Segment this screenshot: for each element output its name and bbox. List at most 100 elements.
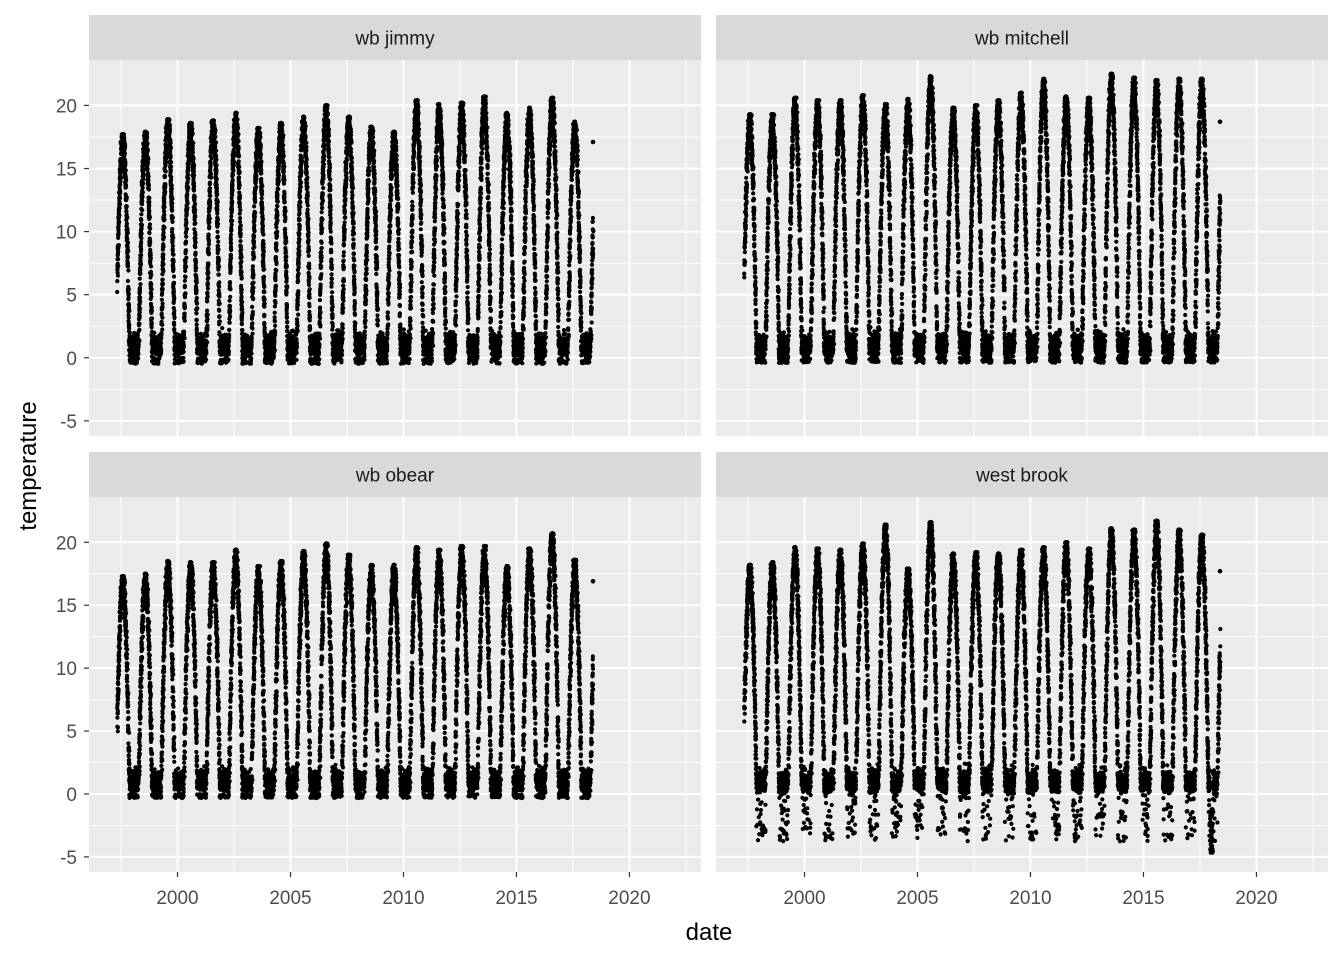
data-point (227, 298, 232, 303)
data-point (254, 176, 259, 181)
data-point (282, 194, 287, 200)
data-point (305, 185, 310, 190)
data-point (205, 312, 210, 317)
data-point (249, 351, 254, 356)
data-point (168, 149, 173, 155)
data-point (172, 314, 177, 319)
data-point (122, 150, 127, 155)
data-point (158, 341, 164, 346)
data-point (329, 266, 334, 271)
data-point (126, 292, 131, 297)
data-point (295, 300, 300, 305)
data-point (214, 163, 219, 168)
data-point (272, 319, 277, 324)
data-point (261, 245, 266, 250)
data-point (170, 215, 175, 220)
data-point (327, 165, 333, 170)
data-point (306, 253, 311, 258)
data-point (297, 231, 302, 236)
data-point (167, 126, 172, 131)
data-point (160, 315, 165, 320)
data-point (217, 319, 222, 324)
data-point (294, 357, 299, 362)
data-point (305, 222, 310, 227)
data-point (275, 218, 280, 223)
data-point (140, 208, 145, 213)
data-point (190, 131, 195, 136)
data-point (262, 320, 267, 326)
data-point (295, 328, 300, 333)
data-point (295, 323, 300, 328)
data-point (193, 252, 198, 257)
data-point (235, 117, 240, 122)
data-point (236, 159, 241, 164)
data-point (138, 261, 143, 266)
data-point (169, 160, 174, 165)
data-point (220, 326, 225, 331)
data-point (163, 159, 169, 165)
data-point (115, 279, 120, 284)
data-point (318, 282, 323, 287)
data-point (226, 349, 231, 354)
data-point (146, 186, 151, 191)
data-point (260, 205, 265, 210)
data-point (123, 185, 129, 190)
data-point (306, 230, 311, 235)
data-point (160, 327, 165, 332)
data-point (231, 159, 237, 164)
data-point (274, 225, 279, 230)
data-point (239, 247, 244, 252)
data-point (126, 268, 131, 273)
data-point (259, 179, 264, 184)
data-point (148, 257, 153, 262)
data-point (305, 175, 310, 180)
data-point (226, 343, 231, 349)
data-point (168, 140, 173, 145)
data-point (117, 201, 122, 207)
y-tick-label: 5 (66, 286, 77, 307)
facet-strip (89, 15, 701, 60)
data-point (296, 271, 301, 276)
data-point (194, 318, 199, 323)
data-point (205, 308, 210, 313)
data-point (248, 361, 253, 366)
data-point (306, 270, 311, 275)
data-point (184, 220, 189, 225)
data-point (320, 198, 325, 203)
data-point (328, 235, 333, 240)
data-point (249, 335, 254, 341)
data-point (262, 284, 267, 289)
data-point (116, 227, 121, 232)
data-point (319, 210, 324, 215)
data-point (321, 162, 327, 167)
data-point (162, 209, 167, 214)
data-point (275, 204, 280, 209)
data-point (192, 201, 198, 206)
data-point (136, 347, 141, 352)
data-point (171, 235, 176, 240)
data-point (181, 349, 186, 354)
data-point (138, 267, 143, 272)
data-point (283, 245, 288, 251)
data-point (116, 263, 121, 269)
data-point (190, 146, 195, 151)
data-point (261, 255, 266, 260)
data-point (262, 267, 267, 272)
data-point (170, 196, 175, 201)
data-point (258, 135, 263, 140)
data-point (138, 282, 143, 287)
data-point (228, 314, 233, 319)
data-point (238, 233, 243, 238)
data-point (216, 257, 221, 262)
data-point (236, 132, 241, 137)
data-point (329, 249, 334, 255)
data-point (262, 290, 267, 295)
data-point (159, 347, 164, 352)
data-point (161, 242, 166, 247)
data-point (325, 110, 330, 115)
data-point (273, 255, 279, 260)
data-point (182, 278, 187, 283)
data-point (228, 270, 233, 275)
data-point (304, 170, 309, 175)
